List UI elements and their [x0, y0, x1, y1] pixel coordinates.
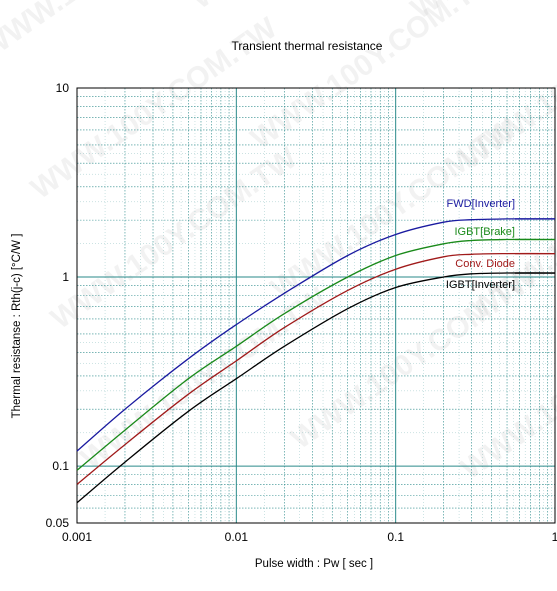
series-lines: [76, 218, 556, 504]
watermark-text: WWW.100Y.COM.TW: [75, 281, 333, 476]
x-tick-label: 0.001: [62, 530, 92, 544]
series-labels: FWD[Inverter] IGBT[Brake] Conv. Diode IGBT[…: [446, 198, 555, 291]
watermark-text: WWW.100Y.COM.TW: [185, 0, 443, 16]
y-tick-label: 10: [56, 81, 70, 95]
x-tick-label: 1: [552, 530, 557, 544]
watermark: WWW.100Y.COM.TWWWW.100Y.COM.TWWWW.100Y.C…: [0, 0, 557, 486]
chart-title: Transient thermal resistance: [232, 39, 383, 53]
series-label-1: IGBT[Brake]: [454, 226, 515, 238]
y-tick-label: 1: [62, 270, 69, 284]
plot-frame: [76, 87, 556, 524]
tick-labels: 0.001 0.01 0.1 1 0.05 0.1 1 10: [46, 81, 557, 544]
y-axis-label: Thermal resistanse : Rth(j-c) [°C/W ]: [11, 234, 23, 419]
x-tick-label: 0.1: [387, 530, 404, 544]
y-tick-label: 0.1: [52, 459, 69, 473]
series-label-2: Conv. Diode: [455, 258, 515, 270]
series-label-3: IGBT[Inverter]: [446, 279, 515, 291]
series-line-2: [76, 252, 556, 485]
watermark-text: WWW.100Y.COM.TW: [245, 0, 503, 156]
series-line-1: [76, 238, 556, 471]
series-label-0: FWD[Inverter]: [447, 198, 515, 210]
x-tick-label: 0.01: [225, 530, 249, 544]
series-line-0: [76, 218, 556, 452]
series-line-3: [76, 272, 556, 504]
watermark-text: WWW.100Y.COM.TW: [0, 0, 233, 66]
grid: [77, 88, 555, 523]
x-axis-label: Pulse width : Pw [ sec ]: [255, 558, 373, 570]
y-tick-label: 0.05: [46, 516, 70, 530]
